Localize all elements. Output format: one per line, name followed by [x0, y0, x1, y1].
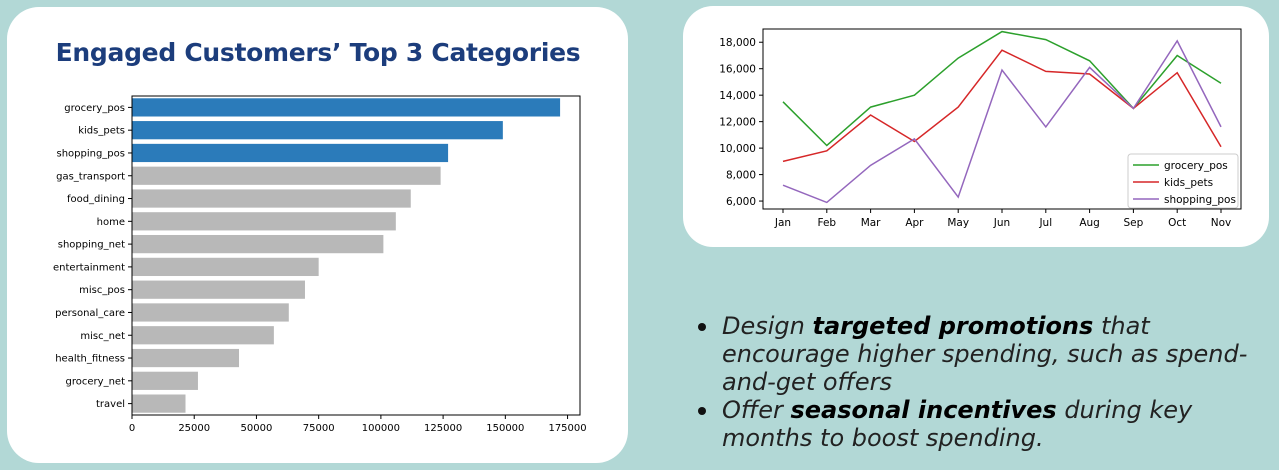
bar-personal-care	[132, 303, 289, 322]
bar-home	[132, 212, 396, 231]
legend-label: grocery_pos	[1164, 160, 1228, 172]
x-tick-label: 75000	[303, 423, 335, 434]
x-tick-label: Oct	[1168, 217, 1186, 229]
series-line-kids-pets	[782, 49, 1222, 163]
y-tick-label: grocery_net	[66, 376, 126, 387]
y-tick-label: 14,000	[719, 90, 756, 102]
y-tick-label: misc_net	[80, 331, 125, 342]
y-tick-label: kids_pets	[78, 126, 125, 137]
y-tick-label: personal_care	[55, 308, 125, 319]
bullet-text-post: during key months to boost spending.	[722, 396, 1193, 452]
bar-misc-net	[132, 326, 274, 345]
x-tick-label: 150000	[486, 423, 524, 434]
bar-shopping-pos	[132, 143, 449, 163]
x-tick-label: 100000	[362, 423, 400, 434]
y-tick-label: misc_pos	[79, 285, 125, 296]
y-tick-label: entertainment	[53, 262, 125, 273]
bullet-dot-icon	[698, 323, 706, 331]
y-tick-label: 16,000	[719, 64, 756, 76]
y-tick-label: 18,000	[719, 37, 756, 49]
bullet-item: Design targeted promotions that encourag…	[694, 312, 1254, 396]
bullet-list: Design targeted promotions that encourag…	[694, 312, 1254, 452]
x-tick-label: 25000	[178, 423, 210, 434]
bullet-text-bold: targeted promotions	[812, 312, 1094, 340]
bullet-dot-icon	[698, 407, 706, 415]
legend-label: kids_pets	[1164, 177, 1213, 189]
y-tick-label: health_fitness	[55, 354, 125, 365]
series-line-grocery-pos	[782, 30, 1222, 147]
bar-travel	[132, 394, 186, 413]
x-tick-label: Mar	[861, 217, 881, 229]
x-tick-label: Jan	[774, 217, 791, 229]
y-tick-label: 6,000	[726, 196, 756, 208]
x-tick-label: Feb	[818, 217, 837, 229]
bullet-text-pre: Design	[722, 312, 813, 340]
x-tick-label: Apr	[905, 217, 924, 229]
bar-chart: grocery_pos kids_pets shopping_pos gas_tran…	[53, 95, 587, 434]
y-tick-label: 12,000	[719, 117, 756, 129]
bar-grocery-net	[132, 371, 198, 390]
legend-label: shopping_pos	[1164, 194, 1236, 206]
legend-box	[1127, 153, 1239, 209]
bullet-item: Offer seasonal incentives during key mon…	[694, 396, 1254, 452]
bar-food-dining	[132, 189, 411, 208]
y-tick-label: gas_transport	[56, 171, 125, 182]
x-tick-label: 175000	[548, 423, 586, 434]
x-tick-label: Sep	[1124, 217, 1144, 229]
bullet-text-pre: Offer	[722, 396, 791, 424]
bar-kids-pets	[132, 121, 503, 140]
bar-gas-transport	[132, 166, 441, 185]
y-tick-label: shopping_net	[58, 240, 125, 251]
x-tick-label: Jul	[1038, 217, 1052, 229]
bar-shopping-net	[132, 234, 384, 254]
series-line-shopping-pos	[782, 39, 1222, 204]
bullet-text-post: that encourage higher spending, such as …	[722, 312, 1248, 396]
x-tick-label: Jun	[993, 217, 1010, 229]
y-tick-label: grocery_pos	[64, 103, 125, 114]
bar-misc-pos	[132, 280, 305, 299]
plot-frame	[131, 95, 581, 416]
page-title: Engaged Customers’ Top 3 Categories	[55, 38, 581, 67]
x-tick-label: 125000	[424, 423, 462, 434]
y-tick-label: 10,000	[719, 143, 756, 155]
y-tick-label: home	[97, 217, 125, 228]
x-tick-label: May	[947, 217, 969, 229]
x-tick-label: Aug	[1079, 217, 1100, 229]
y-tick-label: travel	[96, 399, 125, 410]
bar-health-fitness	[132, 348, 240, 368]
x-tick-label: 50000	[241, 423, 273, 434]
line-chart: Jan Feb Mar Apr May Jun Jul Aug Sep Oct Nov 6,000 8,…	[719, 28, 1242, 229]
bar-grocery-pos	[132, 98, 561, 117]
bullet-text-bold: seasonal incentives	[790, 396, 1057, 424]
bar-entertainment	[132, 257, 319, 277]
x-tick-label: Nov	[1211, 217, 1232, 229]
x-tick-label: 0	[129, 423, 135, 434]
y-tick-label: shopping_pos	[56, 148, 125, 159]
y-tick-label: food_dining	[67, 194, 125, 205]
y-tick-label: 8,000	[726, 170, 756, 182]
